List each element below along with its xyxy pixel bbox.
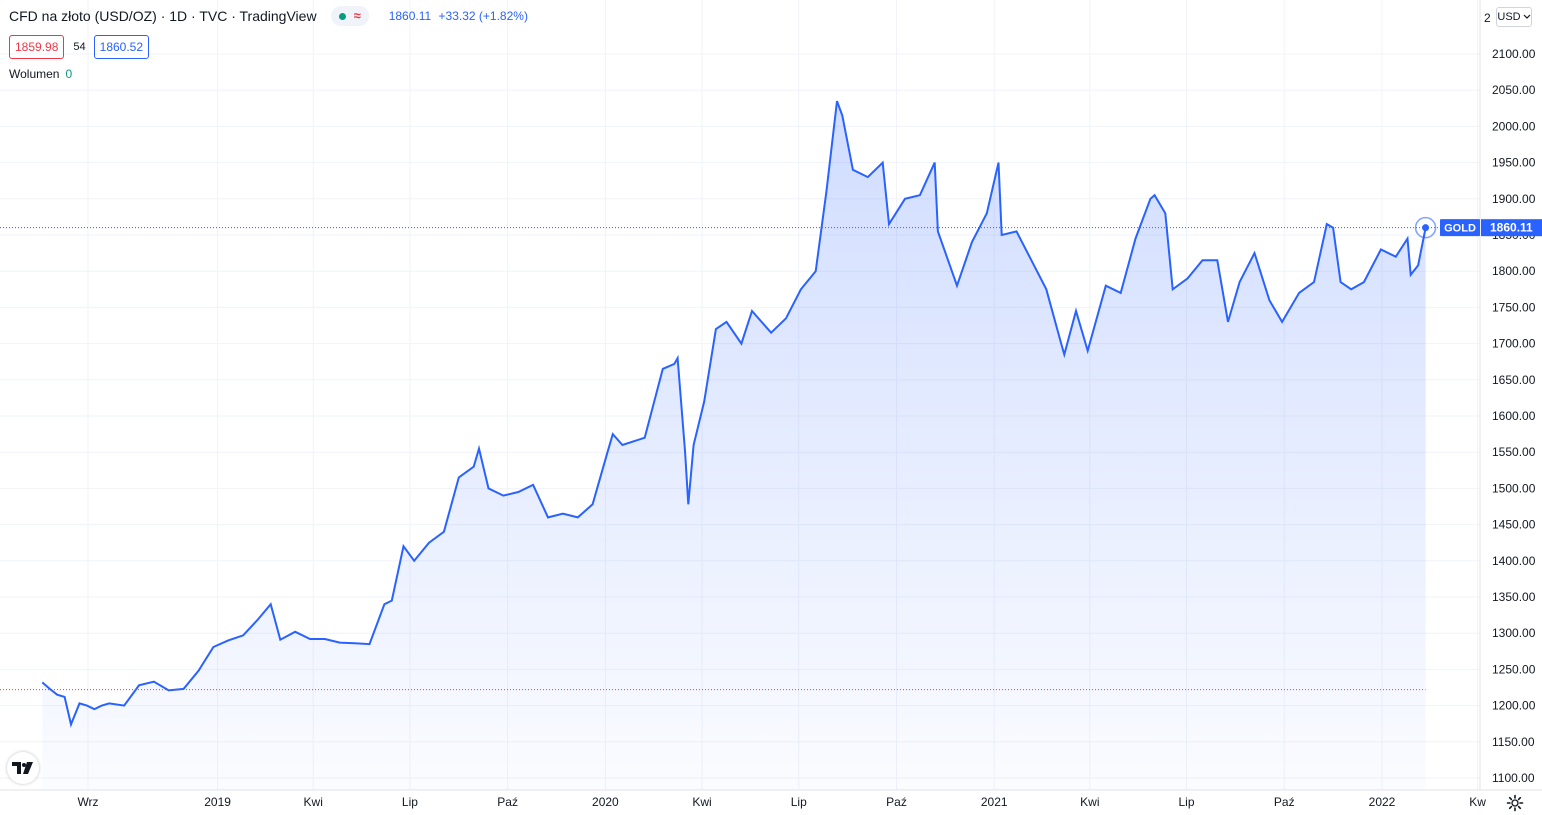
time-tick-label: Kwi [692,795,711,809]
time-tick-label: Wrz [77,795,98,809]
time-tick-label: 2020 [592,795,619,809]
time-tick-label: Lip [1179,795,1195,809]
price-tick-label: 2100.00 [1492,47,1536,61]
time-tick-label: Lip [402,795,418,809]
price-tick-label: 1750.00 [1492,300,1536,314]
legend-price-change: 1860.11 +33.32 (+1.82%) [389,6,528,26]
price-tick-label: 1700.00 [1492,337,1536,351]
price-tick-label: 1800.00 [1492,264,1536,278]
price-axis[interactable]: 2100.002050.002000.001950.001900.001850.… [1492,47,1536,785]
volume-value: 0 [65,67,73,81]
time-tick-label: Lip [791,795,807,809]
currency-select[interactable]: USD [1496,7,1532,27]
price-axis-partial-tick: 2 [1484,11,1491,25]
approx-icon: ≈ [353,8,361,23]
time-tick-label: 2019 [204,795,231,809]
time-tick-label: 2022 [1369,795,1396,809]
legend-change: +33.32 (+1.82%) [438,9,528,23]
bid-price[interactable]: 1859.98 [9,35,65,59]
chevron-down-icon [1523,14,1531,19]
market-status[interactable]: ≈ [330,6,369,26]
legend-price: 1860.11 [388,9,432,23]
price-tick-label: 1300.00 [1492,626,1536,640]
price-tick-label: 1100.00 [1492,771,1535,785]
chart-legend: CFD na złoto (USD/OZ) · 1D · TVC · Tradi… [9,6,528,84]
volume-label: Wolumen [9,67,60,81]
price-tick-label: 1550.00 [1492,445,1536,459]
price-tick-label: 1150.00 [1492,735,1535,749]
price-tick-label: 2050.00 [1492,83,1536,97]
price-tick-label: 1900.00 [1492,192,1536,206]
time-tick-label: Kwi [1080,795,1099,809]
currency-label: USD [1497,11,1521,23]
gear-icon[interactable] [1506,794,1524,812]
symbol-label: GOLD [1444,223,1476,235]
tv-logo-mark [12,762,33,774]
price-tick-label: 1500.00 [1492,481,1536,495]
symbol-price-label: GOLD 1860.11 [1440,219,1542,237]
time-tick-label: Paź [1274,795,1295,809]
time-axis[interactable]: Wrz 2019 Kwi Lip Paź 2020 Kwi Lip Paź 2021 Kwi Lip P… [77,795,1486,809]
price-tick-label: 1600.00 [1492,409,1536,423]
time-tick-label: 2021 [981,795,1008,809]
price-tick-label: 1200.00 [1492,699,1536,713]
time-tick-label: Kw [1469,795,1486,809]
last-price-marker [1422,224,1430,232]
ask-price[interactable]: 1860.52 [93,35,150,59]
last-price-label: 1860.11 [1490,221,1533,235]
market-status-icon [338,12,346,20]
last-price-marker-ring [1414,216,1437,239]
price-tick-label: 1450.00 [1492,518,1536,532]
price-line [41,100,1427,728]
volume-indicator[interactable]: Wolumen 0 [9,64,528,84]
price-tick-label: 1650.00 [1492,373,1536,387]
spread-value: 54 [73,41,86,53]
price-tick-label: 2000.00 [1492,119,1536,133]
time-tick-label: Paź [886,795,907,809]
time-tick-label: Paź [497,795,518,809]
bid-ask: 1859.98 54 1860.52 [9,35,528,59]
symbol-title[interactable]: CFD na złoto (USD/OZ) · 1D · TVC · Tradi… [9,8,317,24]
tradingview-logo-icon[interactable] [7,752,39,784]
price-tick-label: 1950.00 [1492,156,1536,170]
price-tick-label: 1350.00 [1492,590,1536,604]
price-area-fill [42,101,1426,791]
price-tick-label: 1400.00 [1492,554,1536,568]
price-tick-label: 1250.00 [1492,662,1536,676]
time-tick-label: Kwi [304,795,323,809]
